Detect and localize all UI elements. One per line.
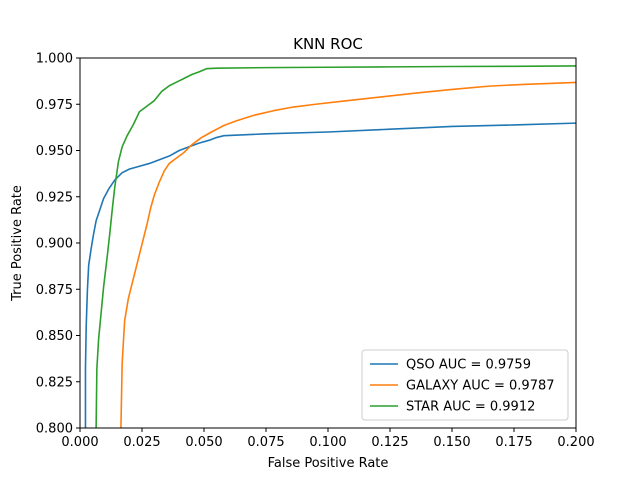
y-tick-label: 0.800 <box>36 422 73 437</box>
x-tick-label: 0.000 <box>61 435 98 450</box>
y-tick-label: 0.975 <box>36 98 73 113</box>
series-line-2 <box>120 81 576 428</box>
series-line-3 <box>95 65 576 428</box>
x-tick-label: 0.100 <box>309 435 346 450</box>
series-line-1 <box>84 122 576 428</box>
y-tick-label: 0.950 <box>36 144 73 159</box>
y-tick-label: 0.850 <box>36 329 73 344</box>
legend-label: QSO AUC = 0.9759 <box>406 358 531 373</box>
chart-title: KNN ROC <box>293 35 363 53</box>
y-axis: 0.800 0.825 0.850 0.875 0.900 0.925 0.950 0.975… <box>36 52 80 437</box>
y-axis-label: True Positive Rate <box>10 185 25 302</box>
y-tick-label: 1.000 <box>36 52 73 67</box>
legend: QSO AUC = 0.9759 GALAXY AUC = 0.9787 STAR … <box>361 349 569 421</box>
legend-label: GALAXY AUC = 0.9787 <box>406 379 555 394</box>
x-axis-label: False Positive Rate <box>268 456 389 471</box>
x-tick-label: 0.200 <box>557 435 594 450</box>
y-tick-label: 0.900 <box>36 237 73 252</box>
series-layer <box>84 65 576 428</box>
x-tick-label: 0.125 <box>371 435 408 450</box>
y-tick-label: 0.825 <box>36 375 73 390</box>
x-tick-label: 0.025 <box>123 435 160 450</box>
x-tick-label: 0.050 <box>185 435 222 450</box>
legend-label: STAR AUC = 0.9912 <box>406 400 535 415</box>
y-tick-label: 0.875 <box>36 283 73 298</box>
legend-box <box>361 349 569 421</box>
x-tick-label: 0.150 <box>433 435 470 450</box>
x-tick-label: 0.075 <box>247 435 284 450</box>
x-tick-label: 0.175 <box>495 435 532 450</box>
x-axis: 0.000 0.025 0.050 0.075 0.100 0.125 0.150 0.175… <box>61 428 595 450</box>
y-tick-label: 0.925 <box>36 190 73 205</box>
